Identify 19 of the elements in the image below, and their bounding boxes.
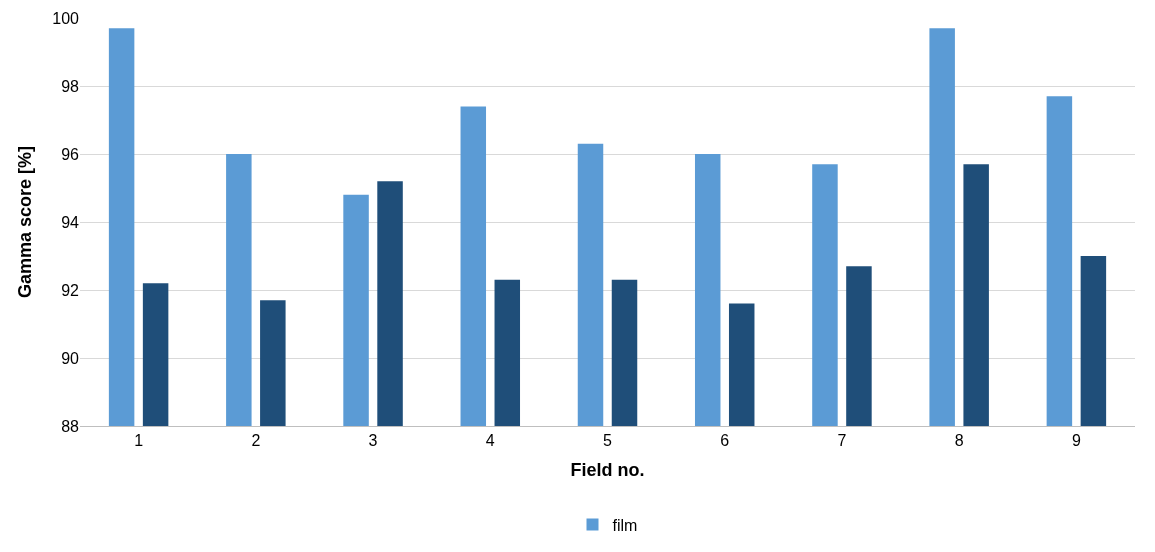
y-tick-label: 94 [61,213,80,231]
y-axis-title: Gamma score [%] [15,145,36,299]
x-axis-title: Field no. [570,460,645,481]
y-tick-label: 98 [61,77,80,95]
x-tick-label: 6 [720,432,730,450]
x-tick-label: 5 [603,432,613,450]
y-tick-label: 90 [61,349,80,367]
y-tick-label: 96 [61,145,80,163]
x-tick-label: 8 [954,432,964,450]
x-tick-label: 3 [368,432,378,450]
y-tick-label: 88 [61,417,80,435]
legend-label: film [612,516,638,534]
x-tick-label: 7 [837,432,847,450]
y-tick-label: 100 [52,9,80,27]
x-tick-label: 9 [1071,432,1081,450]
y-tick-label: 92 [61,281,80,299]
x-tick-label: 4 [485,432,495,450]
x-tick-label: 2 [251,432,261,450]
x-tick-label: 1 [134,432,144,450]
